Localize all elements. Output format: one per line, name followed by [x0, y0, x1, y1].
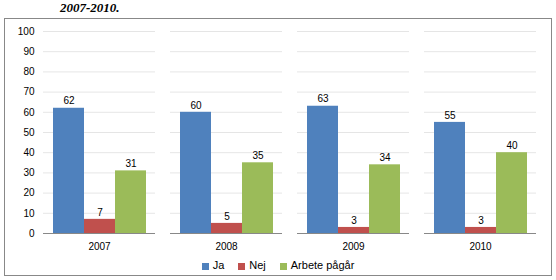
html-text:2007-2010.: 2007-2010.: [60, 0, 120, 15]
html-text:Nej: Nej: [249, 259, 266, 271]
svg-text:10: 10: [23, 208, 35, 219]
svg-text:70: 70: [23, 86, 35, 97]
svg-text:7: 7: [97, 207, 103, 218]
svg-text:3: 3: [351, 215, 357, 226]
svg-text:35: 35: [252, 150, 264, 161]
svg-text:40: 40: [23, 147, 35, 158]
svg-text:55: 55: [444, 110, 456, 121]
svg-text:60: 60: [190, 100, 202, 111]
svg-text:80: 80: [23, 66, 35, 77]
svg-text:40: 40: [506, 140, 518, 151]
svg-text:62: 62: [63, 95, 75, 106]
svg-text:2010: 2010: [469, 241, 492, 252]
svg-text:2007: 2007: [88, 241, 111, 252]
svg-text:0: 0: [29, 228, 35, 239]
svg-text:2008: 2008: [215, 241, 238, 252]
svg-text:20: 20: [23, 187, 35, 198]
svg-text:50: 50: [23, 127, 35, 138]
html-text:Arbete pågår: Arbete pågår: [290, 259, 355, 271]
svg-text:63: 63: [317, 93, 329, 104]
svg-text:31: 31: [125, 158, 137, 169]
svg-text:100: 100: [18, 26, 35, 37]
svg-text:90: 90: [23, 46, 35, 57]
html-text:Ja: Ja: [212, 259, 225, 271]
svg-text:3: 3: [478, 215, 484, 226]
svg-text:30: 30: [23, 167, 35, 178]
svg-text:34: 34: [379, 152, 391, 163]
svg-text:2009: 2009: [342, 241, 365, 252]
svg-text:60: 60: [23, 107, 35, 118]
svg-text:5: 5: [224, 211, 230, 222]
